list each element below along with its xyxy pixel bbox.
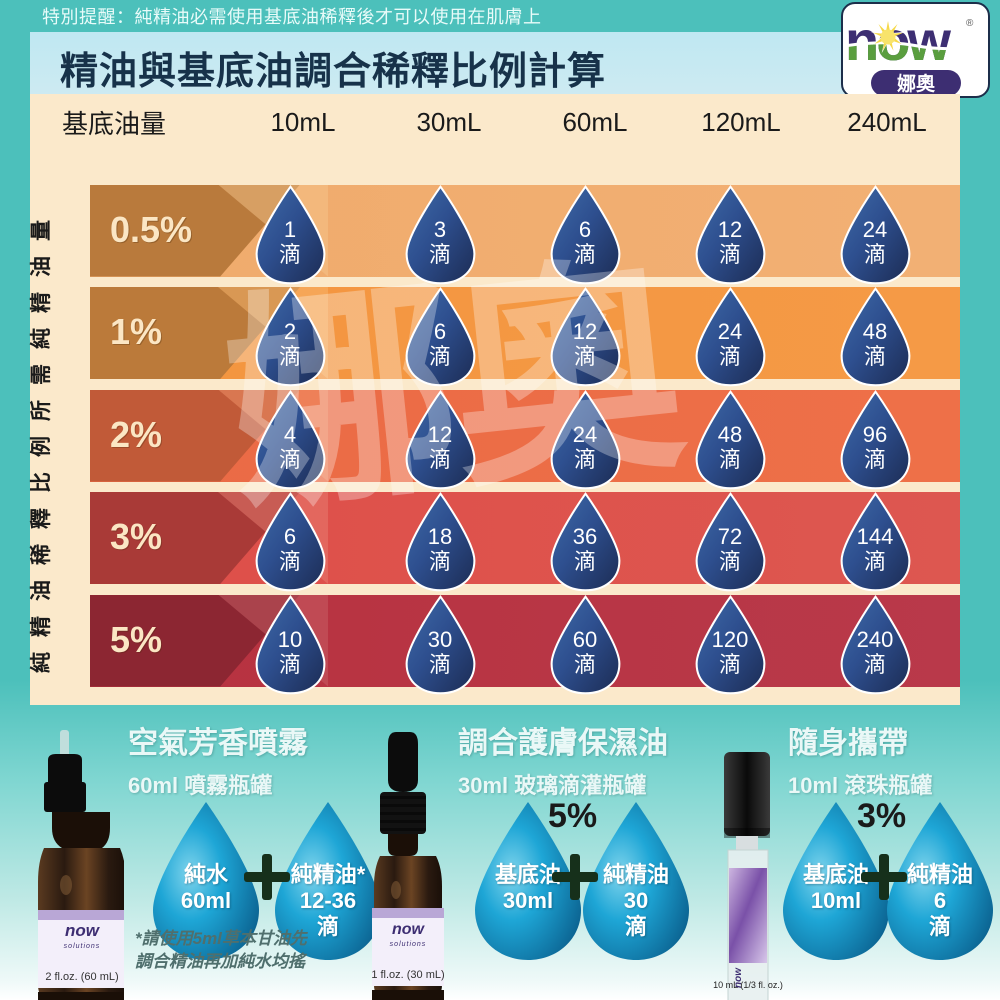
svg-text:now: now bbox=[392, 921, 426, 938]
svg-text:solutions: solutions bbox=[64, 943, 101, 950]
svg-text:solutions: solutions bbox=[390, 941, 427, 948]
svg-text:®: ® bbox=[966, 18, 974, 29]
svg-text:now: now bbox=[733, 967, 744, 988]
svg-text:2 fl.oz. (60 mL): 2 fl.oz. (60 mL) bbox=[45, 971, 118, 983]
svg-text:10 mL (1/3 fl. oz.): 10 mL (1/3 fl. oz.) bbox=[713, 980, 783, 990]
svg-text:now: now bbox=[65, 921, 101, 940]
svg-text:1 fl.oz. (30 mL): 1 fl.oz. (30 mL) bbox=[371, 969, 444, 981]
svg-text:娜奧: 娜奧 bbox=[897, 72, 936, 95]
